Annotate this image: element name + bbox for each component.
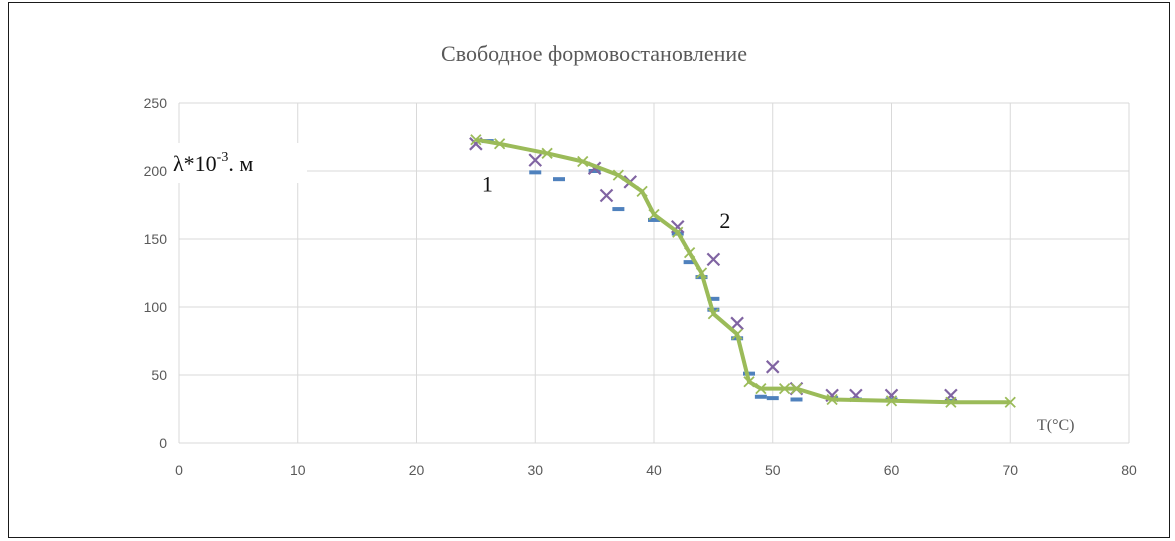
grid <box>167 102 1130 444</box>
data-point <box>790 382 803 395</box>
curve-label-2: 2 <box>719 208 730 233</box>
data-point <box>470 134 482 146</box>
x-tick-label: 10 <box>290 462 306 478</box>
data-point <box>826 393 838 406</box>
data-point <box>648 208 660 221</box>
data-point <box>778 382 791 395</box>
x-tick-label: 30 <box>527 462 543 478</box>
x-tick-label: 60 <box>884 462 900 478</box>
data-point <box>790 397 803 402</box>
chart-svg: 0 10 20 30 40 50 60 70 80 0 50 100 150 200 250 Свободн… <box>144 41 1137 478</box>
data-point <box>672 226 684 238</box>
data-point <box>541 147 553 159</box>
data-point <box>707 296 720 301</box>
x-tick-label: 20 <box>409 462 425 478</box>
data-point <box>599 188 614 203</box>
chart-frame: 0 10 20 30 40 50 60 70 80 0 50 100 150 200 250 Свободн… <box>8 2 1170 538</box>
data-point <box>885 395 898 407</box>
y-axis-label-unit: . м <box>228 151 253 176</box>
data-point <box>766 396 779 401</box>
data-point <box>707 308 720 320</box>
series-group <box>469 134 1016 408</box>
x-tick-label: 70 <box>1002 462 1018 478</box>
y-axis-label: λ*10-3. м <box>173 150 253 176</box>
data-point <box>493 138 506 150</box>
data-point <box>1004 396 1016 408</box>
series-3 <box>470 134 1016 408</box>
series-2 <box>469 137 958 403</box>
data-point <box>730 316 744 331</box>
x-tick-label: 0 <box>175 462 183 478</box>
data-point <box>529 170 542 175</box>
data-point <box>755 382 767 395</box>
x-label-mask <box>1019 408 1109 438</box>
data-point <box>683 260 696 265</box>
data-point <box>528 153 543 167</box>
data-point <box>731 328 743 340</box>
y-axis-label-base: λ*10 <box>173 151 217 176</box>
data-point <box>636 185 648 198</box>
data-point <box>945 396 957 408</box>
series-1 <box>481 139 957 403</box>
data-point <box>765 360 780 374</box>
x-tick-label: 50 <box>765 462 781 478</box>
y-tick-label: 0 <box>159 435 167 451</box>
y-tick-label: 100 <box>144 299 168 315</box>
data-point <box>553 177 565 182</box>
y-tick-label: 250 <box>144 95 168 111</box>
data-point <box>588 169 601 173</box>
data-point <box>648 217 660 222</box>
data-point <box>706 252 721 267</box>
x-tick-label: 80 <box>1121 462 1137 478</box>
tick-labels: 0 10 20 30 40 50 60 70 80 0 50 100 150 200 250 <box>144 95 1137 478</box>
data-point <box>683 246 696 259</box>
data-point <box>695 267 708 279</box>
curve-labels: 12 <box>482 171 731 233</box>
y-axis-label-exponent: -3 <box>217 150 229 165</box>
data-point <box>577 155 589 168</box>
series-line <box>475 137 1011 405</box>
data-point <box>612 169 625 181</box>
y-tick-label: 150 <box>144 231 168 247</box>
curve-label-1: 1 <box>482 171 493 196</box>
data-point <box>743 376 755 388</box>
x-tick-label: 40 <box>646 462 662 478</box>
chart-title: Свободное формовостановление <box>441 41 747 66</box>
x-axis-label: T(°C) <box>1037 417 1075 434</box>
y-tick-label: 200 <box>144 163 168 179</box>
data-point <box>612 207 625 212</box>
y-label-mask <box>167 143 307 183</box>
y-tick-label: 50 <box>151 367 167 383</box>
data-point <box>754 394 767 399</box>
